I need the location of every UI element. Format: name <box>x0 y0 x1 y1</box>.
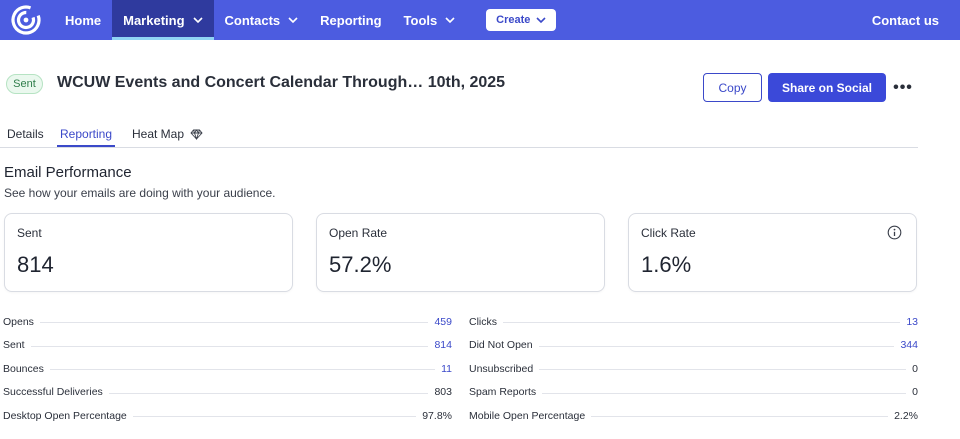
tab-details[interactable]: Details <box>7 127 44 147</box>
stat-divider <box>132 416 417 418</box>
stat-divider <box>591 416 889 418</box>
stat-divider <box>542 392 907 394</box>
more-options-icon[interactable]: ••• <box>893 79 913 96</box>
stat-row: Unsubscribed 0 <box>469 357 918 381</box>
stat-value-link[interactable]: 459 <box>434 315 452 328</box>
tab-label: Details <box>7 127 44 141</box>
stat-value: 0 <box>912 362 918 375</box>
stat-row: Opens 459 <box>3 310 452 334</box>
stat-value: 0 <box>912 386 918 399</box>
tab-label: Heat Map <box>132 127 185 141</box>
stat-value-link[interactable]: 344 <box>900 339 918 352</box>
stat-row: Did Not Open 344 <box>469 334 918 358</box>
stat-label: Desktop Open Percentage <box>3 409 133 422</box>
metric-value: 1.6% <box>641 252 692 277</box>
stat-row: Spam Reports 0 <box>469 381 918 405</box>
stats-list-left: Opens 459 Sent 814 Bounces 11 Successful Deliv… <box>3 310 452 428</box>
stat-row: Mobile Open Percentage 2.2% <box>469 404 918 428</box>
tab-bar: Details Reporting Heat Map <box>0 124 918 148</box>
nav-item-contacts[interactable]: Contacts <box>214 0 310 40</box>
chevron-down-icon <box>192 15 203 25</box>
stat-value-link[interactable]: 11 <box>441 362 452 375</box>
stat-row: Successful Deliveries 803 <box>3 381 452 405</box>
metric-label: Sent <box>17 226 42 240</box>
stat-label: Mobile Open Percentage <box>469 409 592 422</box>
stat-label: Opens <box>3 315 40 328</box>
diamond-icon <box>190 129 203 143</box>
stat-value-link[interactable]: 13 <box>906 315 918 328</box>
nav-menu: Home Marketing Contacts Reporting Tools … <box>54 0 557 40</box>
copy-button[interactable]: Copy <box>703 73 762 102</box>
info-icon[interactable] <box>887 225 902 240</box>
stat-row: Bounces 11 <box>3 357 452 381</box>
stat-label: Did Not Open <box>469 339 539 352</box>
stat-label: Clicks <box>469 315 503 328</box>
nav-item-reporting[interactable]: Reporting <box>309 0 392 40</box>
tab-reporting[interactable]: Reporting <box>57 127 116 147</box>
nav-item-label: Contacts <box>224 12 281 28</box>
app-logo-icon[interactable] <box>10 4 42 36</box>
metric-value: 814 <box>17 252 54 277</box>
create-button[interactable]: Create <box>486 9 557 31</box>
nav-item-label: Marketing <box>123 12 185 28</box>
stat-value-link[interactable]: 814 <box>434 339 452 352</box>
nav-item-label: Reporting <box>320 12 382 28</box>
nav-item-label: Tools <box>403 12 438 28</box>
stat-label: Sent <box>3 339 31 352</box>
stat-row: Clicks 13 <box>469 310 918 334</box>
contact-us-link[interactable]: Contact us <box>871 12 939 28</box>
metric-label: Click Rate <box>641 226 696 240</box>
stat-label: Bounces <box>3 362 50 375</box>
stat-divider <box>49 369 436 371</box>
chevron-down-icon <box>288 15 298 25</box>
stat-label: Unsubscribed <box>469 362 540 375</box>
stat-divider <box>30 345 429 347</box>
stat-divider <box>538 345 895 347</box>
top-navigation: Home Marketing Contacts Reporting Tools … <box>0 0 960 40</box>
stat-label: Spam Reports <box>469 386 543 399</box>
stats-list-right: Clicks 13 Did Not Open 344 Unsubscribed 0 Spam… <box>469 310 918 428</box>
stat-row: Desktop Open Percentage 97.8% <box>3 404 452 428</box>
stat-value: 803 <box>434 386 452 399</box>
stat-label: Successful Deliveries <box>3 386 109 399</box>
nav-item-marketing[interactable]: Marketing <box>112 0 214 40</box>
metric-card-click-rate: Click Rate 1.6% <box>628 213 917 292</box>
stat-divider <box>39 322 429 324</box>
create-button-label: Create <box>496 14 531 26</box>
metric-label: Open Rate <box>329 226 388 240</box>
page-title: WCUW Events and Concert Calendar Through… <box>57 74 506 91</box>
stat-divider <box>503 322 901 324</box>
chevron-down-icon <box>445 15 455 25</box>
stat-divider <box>108 392 429 394</box>
tab-label: Reporting <box>60 127 113 141</box>
nav-item-home[interactable]: Home <box>54 0 112 40</box>
tab-heat-map[interactable]: Heat Map <box>132 127 203 147</box>
chevron-down-icon <box>536 15 546 25</box>
nav-item-tools[interactable]: Tools <box>393 0 467 40</box>
stat-value: 97.8% <box>422 409 452 422</box>
metric-value: 57.2% <box>329 252 392 277</box>
nav-item-label: Home <box>65 12 102 28</box>
section-title: Email Performance <box>4 164 132 181</box>
section-subtitle: See how your emails are doing with your … <box>4 186 276 200</box>
metric-card-open-rate: Open Rate 57.2% <box>316 213 605 292</box>
metric-card-sent: Sent 814 <box>4 213 293 292</box>
stat-row: Sent 814 <box>3 334 452 358</box>
status-badge: Sent <box>6 74 43 94</box>
stat-value: 2.2% <box>894 409 918 422</box>
stat-divider <box>539 369 907 371</box>
share-on-social-button[interactable]: Share on Social <box>768 73 886 102</box>
